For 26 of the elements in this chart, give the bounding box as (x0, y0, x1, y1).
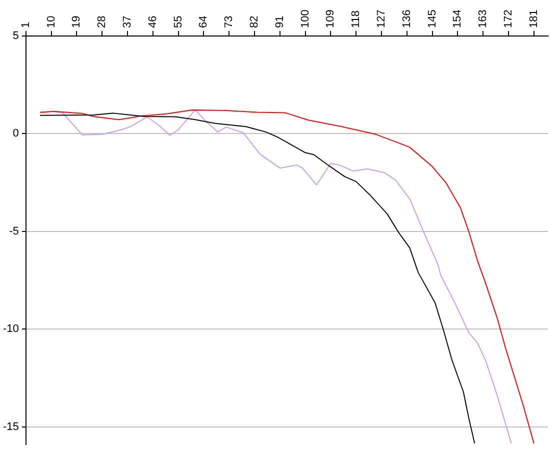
x-tick-label: 163 (477, 10, 490, 28)
y-tick-label: 0 (12, 128, 19, 140)
x-tick-label: 55 (172, 16, 184, 28)
x-tick-label: 28 (96, 16, 108, 28)
x-tick-label: 127 (376, 10, 388, 28)
x-tick-label: 154 (452, 10, 464, 28)
y-tick-label: -15 (2, 420, 19, 433)
x-tick-label: 145 (426, 10, 438, 28)
x-tick-label: 37 (122, 16, 134, 28)
x-tick-label: 82 (248, 16, 261, 28)
x-tick-label: 64 (198, 16, 210, 28)
x-tick-label: 136 (400, 10, 413, 28)
x-tick-label: 19 (70, 16, 83, 28)
x-tick-label: 91 (274, 16, 286, 28)
x-tick-label: 73 (223, 16, 236, 28)
x-tick-label: 10 (45, 16, 58, 28)
y-tick-label: 5 (12, 30, 19, 42)
x-tick-label: 100 (299, 10, 312, 28)
y-tick-label: -5 (9, 225, 19, 238)
x-tick-label: 172 (502, 10, 515, 28)
y-tick-label: -10 (2, 323, 19, 336)
x-tick-label: 46 (146, 16, 159, 28)
x-tick-label: 109 (324, 10, 337, 28)
x-tick-label: 181 (528, 10, 540, 28)
x-tick-label: 1 (20, 22, 32, 28)
x-tick-label: 118 (350, 10, 362, 28)
